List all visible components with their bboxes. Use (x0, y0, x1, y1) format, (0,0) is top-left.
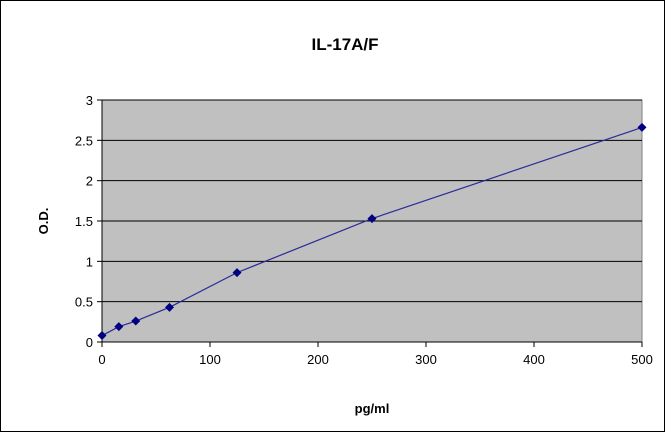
y-tick-label: 2 (86, 174, 93, 189)
gridlines (102, 99, 642, 303)
data-point-marker (232, 268, 242, 278)
data-point-marker (97, 331, 107, 341)
x-tick-label: 0 (98, 352, 105, 367)
tick-labels: 0 0.5 1 1.5 2 2.5 3 0 100 200 300 400 500 (75, 93, 653, 367)
x-tick-label: 500 (631, 352, 653, 367)
data-point-marker (165, 302, 174, 312)
y-tick-label: 3 (86, 93, 93, 108)
x-tick-label: 300 (415, 352, 437, 367)
axes (97, 99, 643, 347)
y-tick-label: 1 (86, 254, 93, 269)
data-point-marker (637, 122, 647, 132)
x-axis-label: pg/ml (355, 401, 390, 416)
x-tick-label: 100 (199, 352, 221, 367)
y-tick-label: 0 (86, 335, 93, 350)
x-tick-label: 200 (307, 352, 329, 367)
series-layer (97, 122, 647, 341)
chart-title: IL-17A/F (311, 35, 378, 54)
data-point-marker (131, 316, 141, 326)
data-point-marker (367, 214, 377, 224)
y-tick-label: 0.5 (75, 295, 93, 310)
data-point-marker (114, 322, 124, 332)
y-tick-label: 2.5 (75, 133, 93, 148)
y-tick-label: 1.5 (75, 214, 93, 229)
y-axis-label: O.D. (36, 208, 51, 235)
x-tick-label: 400 (523, 352, 545, 367)
